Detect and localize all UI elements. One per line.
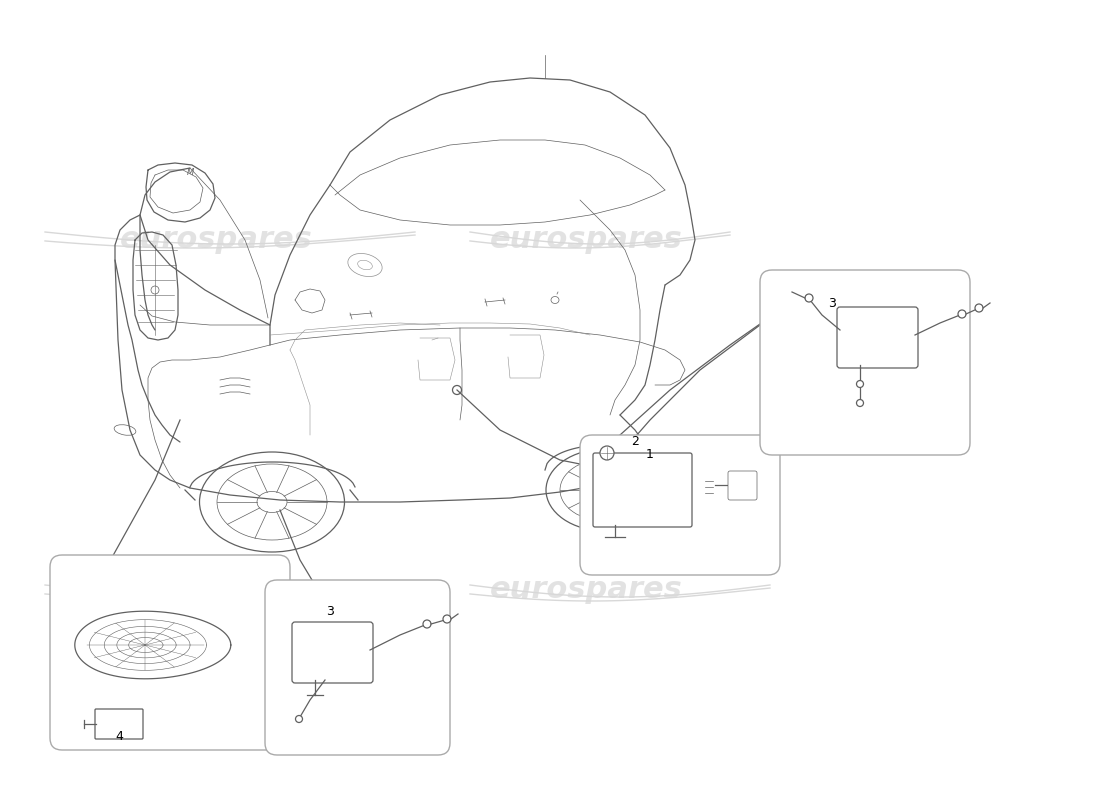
Text: eurospares: eurospares (490, 226, 683, 254)
Ellipse shape (975, 304, 983, 312)
Ellipse shape (857, 399, 864, 406)
FancyBboxPatch shape (593, 453, 692, 527)
Text: 2: 2 (631, 435, 639, 448)
FancyBboxPatch shape (580, 435, 780, 575)
Ellipse shape (805, 294, 813, 302)
Text: eurospares: eurospares (120, 226, 312, 254)
Text: 3: 3 (828, 297, 836, 310)
Ellipse shape (296, 715, 303, 722)
Text: 4: 4 (116, 730, 123, 743)
FancyBboxPatch shape (50, 555, 290, 750)
Text: 3: 3 (326, 605, 334, 618)
Ellipse shape (857, 381, 864, 387)
FancyBboxPatch shape (837, 307, 918, 368)
Text: eurospares: eurospares (120, 575, 312, 605)
Ellipse shape (424, 620, 431, 628)
Text: 1: 1 (646, 448, 653, 461)
FancyBboxPatch shape (760, 270, 970, 455)
Text: M: M (186, 168, 194, 177)
Ellipse shape (958, 310, 966, 318)
Ellipse shape (443, 615, 451, 623)
Text: eurospares: eurospares (490, 575, 683, 605)
FancyBboxPatch shape (95, 709, 143, 739)
FancyBboxPatch shape (728, 471, 757, 500)
FancyBboxPatch shape (265, 580, 450, 755)
Ellipse shape (600, 446, 614, 460)
FancyBboxPatch shape (292, 622, 373, 683)
